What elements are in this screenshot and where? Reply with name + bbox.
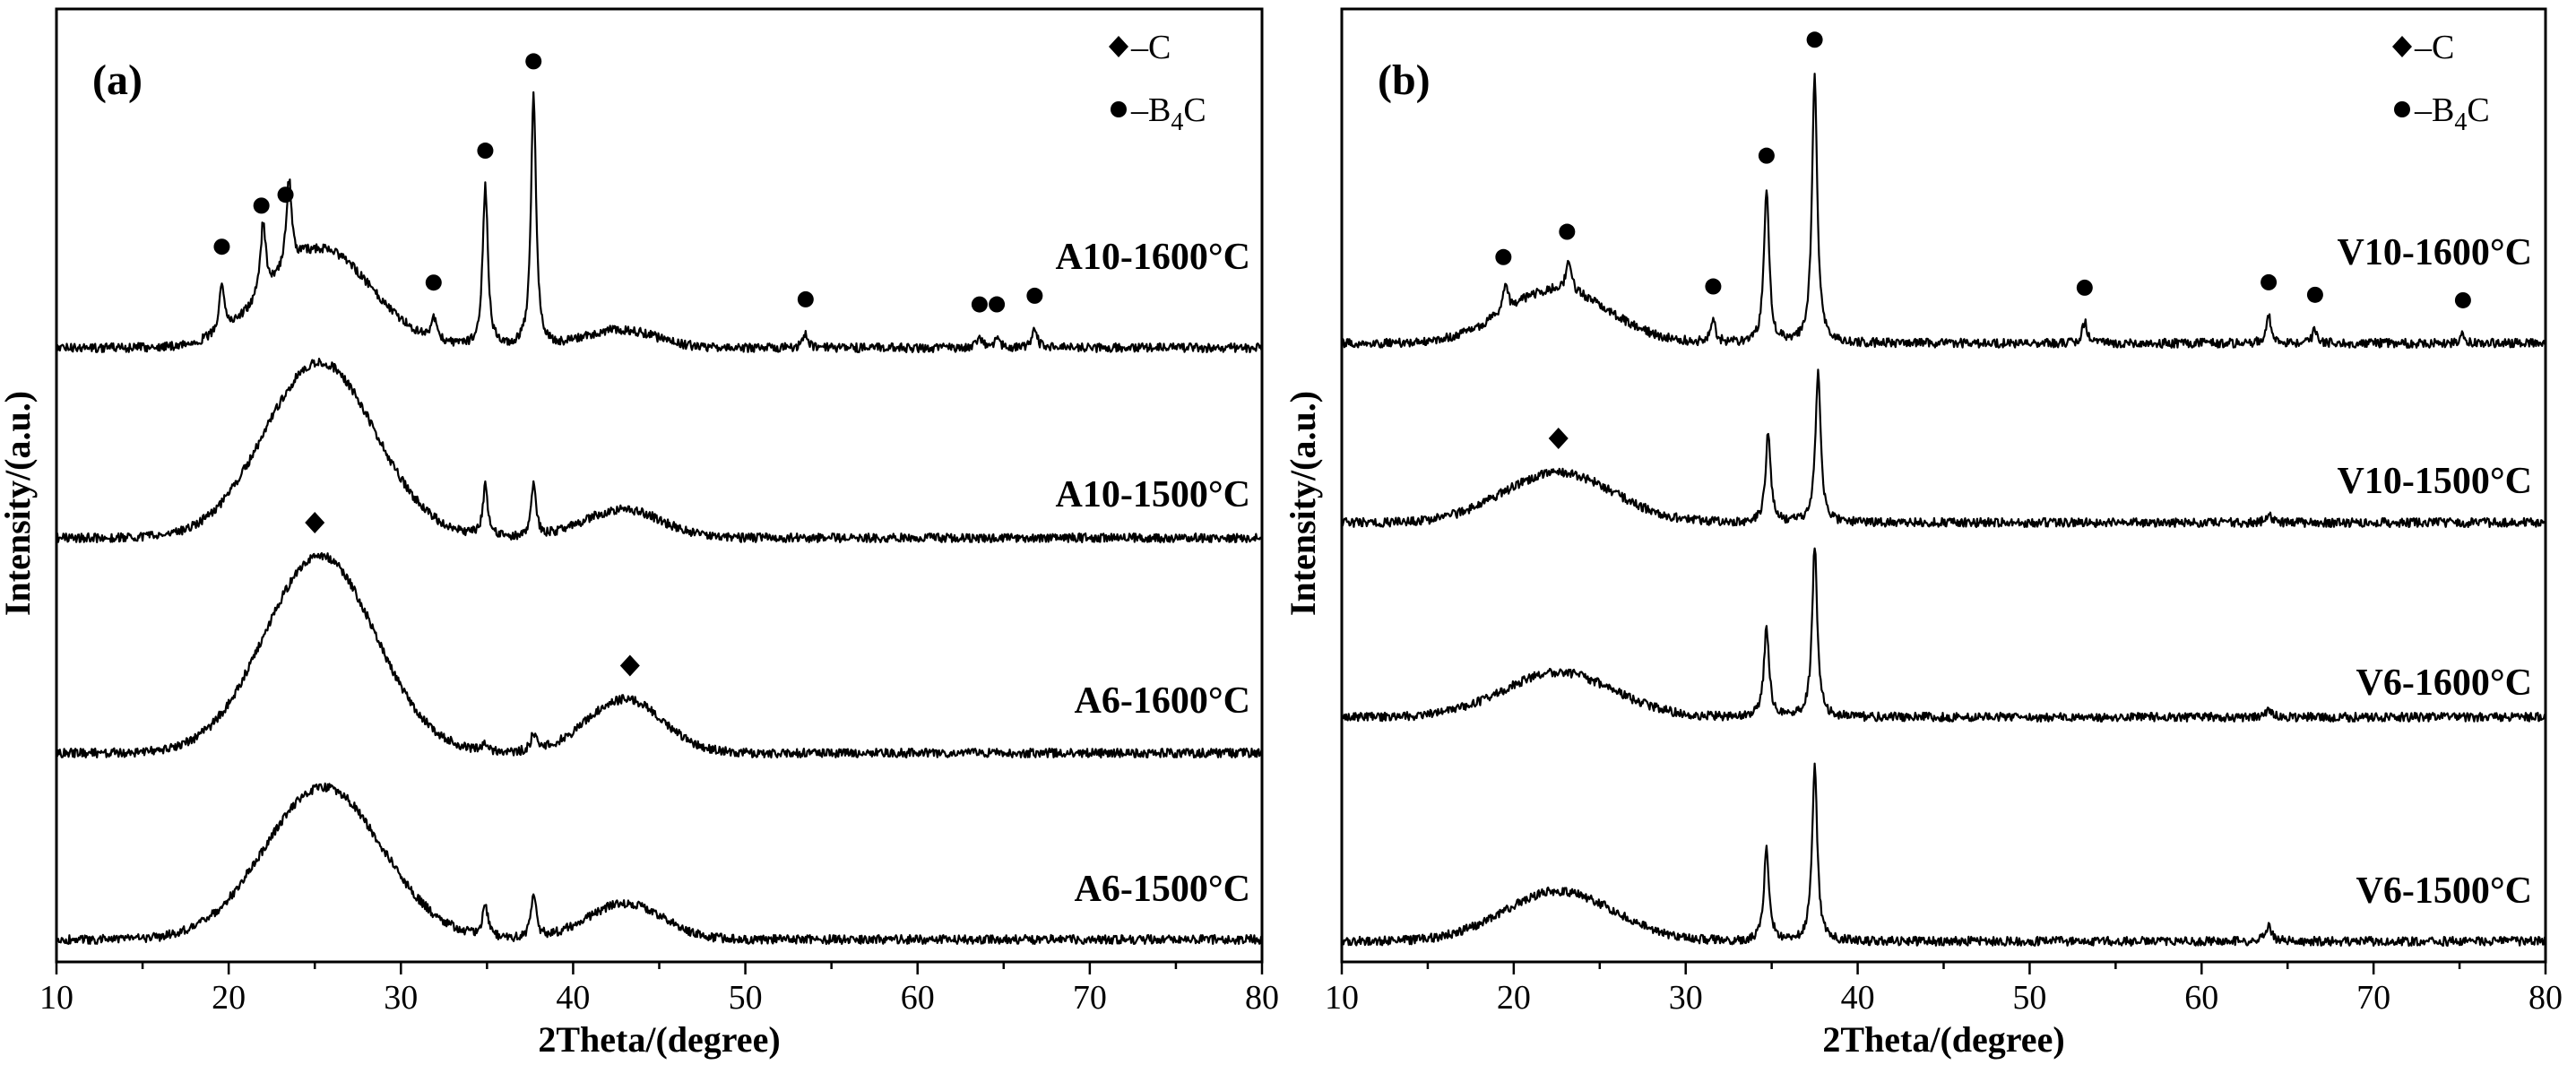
series-line bbox=[1340, 73, 2546, 349]
series-label: A10-1500°C bbox=[1056, 474, 1250, 515]
b4c-phase-marker bbox=[1026, 287, 1043, 304]
b4c-phase-marker bbox=[971, 296, 988, 313]
b4c-phase-marker bbox=[1758, 147, 1775, 164]
b4c-phase-marker bbox=[277, 186, 294, 203]
x-tick-label: 20 bbox=[1497, 979, 1531, 1017]
legend-circle-marker bbox=[2394, 101, 2410, 117]
series-line bbox=[56, 551, 1264, 759]
b4c-phase-marker bbox=[1705, 278, 1722, 295]
series-label: A6-1500°C bbox=[1075, 869, 1250, 910]
x-axis-title: 2Theta/(degree) bbox=[538, 1019, 780, 1060]
legend-diamond-marker bbox=[2392, 36, 2412, 57]
x-tick-label: 80 bbox=[2528, 979, 2563, 1017]
legend: –C –B4C bbox=[2392, 29, 2490, 136]
x-tick-label: 70 bbox=[1073, 979, 1107, 1017]
b4c-phase-marker bbox=[425, 274, 442, 291]
legend-circle-marker bbox=[1111, 101, 1127, 117]
series-label: V6-1500°C bbox=[2356, 870, 2532, 912]
b4c-phase-marker bbox=[2260, 273, 2278, 290]
x-tick-label: 50 bbox=[729, 979, 763, 1017]
x-tick-label: 60 bbox=[2184, 979, 2218, 1017]
series-label: A10-1600°C bbox=[1056, 237, 1250, 278]
b4c-phase-marker bbox=[253, 197, 270, 214]
b4c-phase-marker bbox=[2306, 286, 2323, 303]
x-tick-label: 40 bbox=[1841, 979, 1875, 1017]
c-phase-marker bbox=[305, 511, 325, 533]
b4c-phase-marker bbox=[797, 290, 814, 307]
chart-panel-a: 10 20 30 40 50 60 70 80 2Theta/(degree) Intensity… bbox=[0, 7, 1279, 1060]
b4c-phase-marker bbox=[1495, 248, 1512, 265]
x-tick-label: 10 bbox=[39, 979, 73, 1017]
x-tick-label: 50 bbox=[2012, 979, 2046, 1017]
b4c-phase-marker bbox=[477, 143, 494, 160]
x-tick-label: 20 bbox=[212, 979, 246, 1017]
x-axis-title: 2Theta/(degree) bbox=[1822, 1019, 2064, 1060]
b4c-phase-marker bbox=[2454, 291, 2471, 308]
series-label: V6-1600°C bbox=[2356, 662, 2532, 704]
legend: –C –B4C bbox=[1109, 29, 1206, 136]
series-label: A6-1600°C bbox=[1075, 680, 1250, 722]
series-line bbox=[55, 358, 1264, 544]
b4c-phase-marker bbox=[1559, 223, 1576, 240]
legend-entry-c: –C bbox=[1130, 29, 1171, 66]
series-label: V10-1500°C bbox=[2338, 461, 2532, 502]
b4c-phase-marker bbox=[2076, 279, 2093, 296]
b4c-phase-marker bbox=[1806, 31, 1823, 48]
c-phase-marker bbox=[619, 654, 640, 677]
x-tick-label: 30 bbox=[1669, 979, 1703, 1017]
b4c-phase-marker bbox=[989, 296, 1006, 313]
legend-entry-b4c: –B4C bbox=[2414, 91, 2490, 136]
x-tick-label: 80 bbox=[1245, 979, 1279, 1017]
legend-diamond-marker bbox=[1109, 36, 1128, 57]
chart-panel-b: 10 20 30 40 50 60 70 80 2Theta/(degree) Intensity… bbox=[1283, 7, 2563, 1060]
series-line bbox=[56, 782, 1263, 946]
series-line bbox=[1341, 368, 2547, 528]
x-tick-label: 10 bbox=[1325, 979, 1359, 1017]
x-tick-label: 60 bbox=[901, 979, 935, 1017]
b4c-phase-marker bbox=[525, 53, 542, 70]
b4c-phase-marker bbox=[213, 238, 230, 255]
y-axis-title: Intensity/(a.u.) bbox=[1283, 391, 1323, 616]
series-line bbox=[1341, 547, 2547, 723]
legend-entry-b4c: –B4C bbox=[1130, 91, 1206, 136]
x-tick-label: 30 bbox=[384, 979, 418, 1017]
series-line bbox=[1340, 762, 2546, 948]
legend-entry-c: –C bbox=[2414, 29, 2454, 66]
series-line bbox=[55, 91, 1263, 353]
series-label: V10-1600°C bbox=[2338, 232, 2532, 273]
panel-label: (a) bbox=[92, 56, 143, 104]
y-axis-title: Intensity/(a.u.) bbox=[0, 391, 38, 616]
panel-label: (b) bbox=[1378, 56, 1431, 104]
x-tick-label: 40 bbox=[556, 979, 590, 1017]
x-tick-label: 70 bbox=[2356, 979, 2390, 1017]
c-phase-marker bbox=[1548, 427, 1569, 449]
